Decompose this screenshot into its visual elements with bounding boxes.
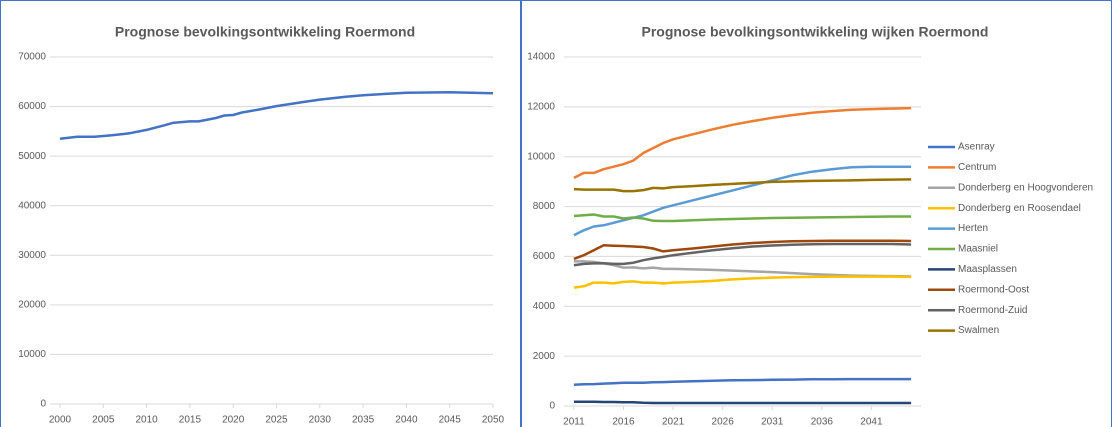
legend-label: Maasplassen (958, 264, 1017, 275)
data-line (573, 275, 912, 289)
data-line (573, 178, 912, 193)
x-tick-label: 2016 (612, 417, 635, 427)
data-line (573, 377, 912, 387)
y-tick-label: 0 (40, 399, 46, 410)
x-tick-label: 2005 (92, 415, 115, 426)
x-tick-label: 2030 (309, 415, 332, 426)
chart-title: Prognose bevolkingsontwikkeling wijken R… (642, 24, 989, 40)
x-tick-label: 2020 (222, 415, 245, 426)
y-tick-label: 70000 (18, 52, 46, 63)
legend-label: Roermond-Oost (958, 284, 1029, 295)
legend-label: Swalmen (958, 325, 999, 336)
data-line (573, 106, 912, 180)
x-tick-label: 2050 (482, 415, 505, 426)
y-tick-label: 10000 (527, 151, 555, 162)
y-tick-label: 10000 (18, 349, 46, 360)
x-tick-label: 2031 (761, 417, 784, 427)
legend-label: Maasniel (958, 244, 998, 255)
legend-label: Donderberg en Hoogvonderen (958, 182, 1093, 193)
legend-label: Centrum (958, 162, 996, 173)
y-tick-label: 0 (549, 401, 555, 412)
x-tick-label: 2000 (49, 415, 72, 426)
x-tick-label: 2040 (395, 415, 418, 426)
x-tick-label: 2011 (563, 417, 585, 427)
data-line (59, 90, 494, 141)
data-line (573, 213, 912, 223)
x-tick-label: 2021 (662, 417, 685, 427)
y-tick-label: 40000 (18, 200, 46, 211)
y-tick-label: 12000 (527, 101, 555, 112)
chart-title: Prognose bevolkingsontwikkeling Roermond (115, 24, 415, 40)
x-tick-label: 2010 (135, 415, 158, 426)
y-tick-label: 2000 (533, 351, 556, 362)
x-tick-label: 2015 (179, 415, 202, 426)
y-tick-label: 4000 (533, 301, 556, 312)
y-tick-label: 50000 (18, 151, 46, 162)
y-tick-label: 6000 (533, 251, 556, 262)
legend-label: Donderberg en Roosendael (958, 203, 1081, 214)
x-tick-label: 2026 (712, 417, 735, 427)
legend-label: Roermond-Zuid (958, 305, 1027, 316)
x-tick-label: 2045 (439, 415, 462, 426)
x-tick-label: 2025 (265, 415, 288, 426)
left-panel (0, 0, 521, 427)
y-tick-label: 60000 (18, 101, 46, 112)
y-tick-label: 30000 (18, 250, 46, 261)
x-tick-label: 2041 (860, 417, 883, 427)
data-line (573, 239, 912, 261)
x-tick-label: 2035 (352, 415, 375, 426)
y-tick-label: 14000 (527, 52, 555, 63)
data-line (573, 165, 912, 237)
y-tick-label: 8000 (533, 201, 556, 212)
right-panel (521, 0, 1112, 427)
y-tick-label: 20000 (18, 299, 46, 310)
legend-label: Herten (958, 223, 988, 234)
x-tick-label: 2036 (811, 417, 834, 427)
legend-label: Asenray (958, 142, 995, 153)
data-line (573, 242, 912, 267)
data-line (573, 400, 912, 405)
